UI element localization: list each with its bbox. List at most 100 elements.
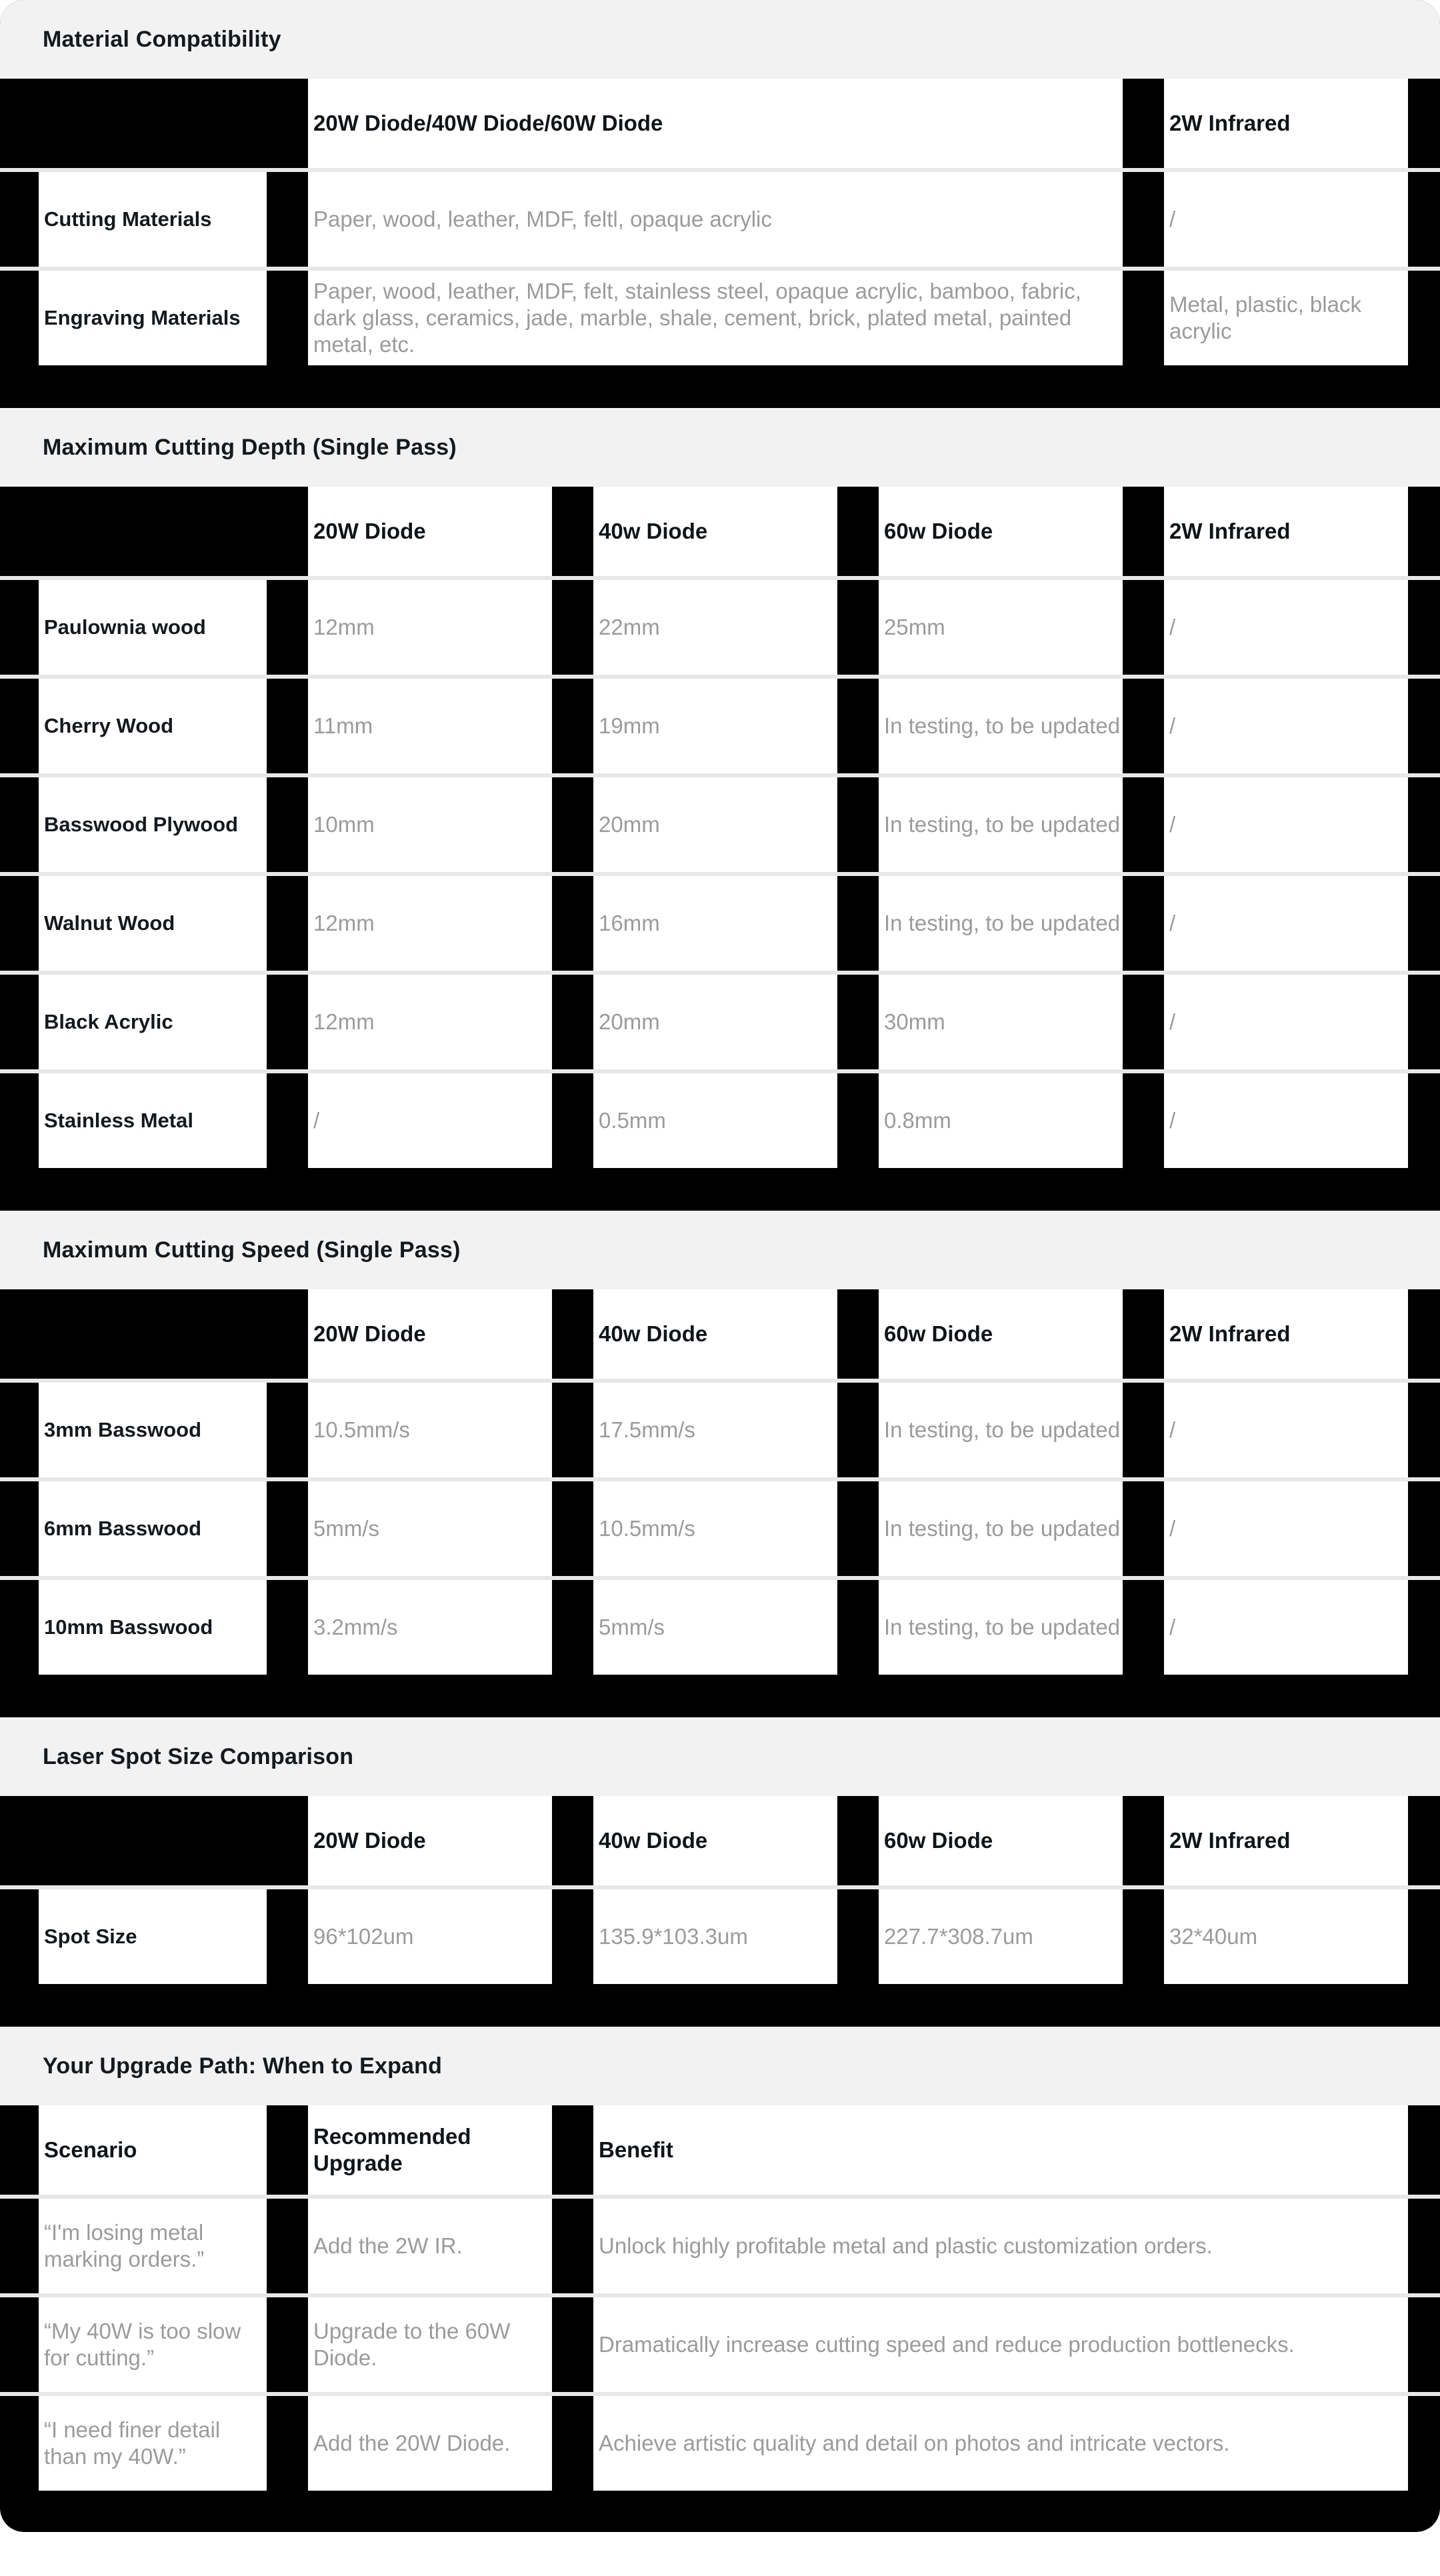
upgrade-path-table: Scenario Recommended Upgrade Benefit “I'… bbox=[0, 2105, 1440, 2491]
table-header-row: 20W Diode 40w Diode 60w Diode 2W Infrare… bbox=[0, 487, 1440, 576]
header-cell: 40w Diode bbox=[593, 487, 837, 576]
value-cell: Add the 20W Diode. bbox=[308, 2396, 552, 2491]
section-header-band: Your Upgrade Path: When to Expand bbox=[0, 2027, 1440, 2105]
table-header-row: Scenario Recommended Upgrade Benefit bbox=[0, 2105, 1440, 2195]
value-cell: / bbox=[1164, 777, 1408, 872]
header-cell: 20W Diode/40W Diode/60W Diode bbox=[308, 79, 1123, 168]
value-cell: 30mm bbox=[879, 975, 1123, 1069]
section-title: Your Upgrade Path: When to Expand bbox=[43, 2053, 443, 2079]
row-separator bbox=[0, 267, 1440, 271]
value-cell: / bbox=[308, 1073, 552, 1168]
row-label-cell: Paulownia wood bbox=[39, 580, 267, 675]
cutting-depth-table: 20W Diode 40w Diode 60w Diode 2W Infrare… bbox=[0, 487, 1440, 1168]
material-compatibility-table: 20W Diode/40W Diode/60W Diode 2W Infrare… bbox=[0, 79, 1440, 365]
header-corner-cell bbox=[39, 79, 267, 168]
table-row: Stainless Metal / 0.5mm 0.8mm / bbox=[0, 1073, 1440, 1168]
value-cell: In testing, to be updated bbox=[879, 1481, 1123, 1576]
value-cell: 17.5mm/s bbox=[593, 1383, 837, 1477]
value-cell: Achieve artistic quality and detail on p… bbox=[593, 2396, 1408, 2491]
table-row: Spot Size 96*102um 135.9*103.3um 227.7*3… bbox=[0, 1889, 1440, 1984]
value-cell: 12mm bbox=[308, 876, 552, 971]
header-cell: 40w Diode bbox=[593, 1289, 837, 1379]
value-cell: / bbox=[1164, 1073, 1408, 1168]
section-title: Maximum Cutting Depth (Single Pass) bbox=[43, 434, 457, 460]
header-cell: 20W Diode bbox=[308, 1796, 552, 1885]
value-cell: 16mm bbox=[593, 876, 837, 971]
row-separator bbox=[0, 773, 1440, 777]
value-cell: / bbox=[1164, 580, 1408, 675]
table-row: 6mm Basswood 5mm/s 10.5mm/s In testing, … bbox=[0, 1481, 1440, 1576]
table-row: Walnut Wood 12mm 16mm In testing, to be … bbox=[0, 876, 1440, 971]
row-separator bbox=[0, 168, 1440, 172]
header-cell: 60w Diode bbox=[879, 487, 1123, 576]
scenario-cell: “My 40W is too slow for cutting.” bbox=[39, 2297, 267, 2392]
header-corner-cell bbox=[39, 487, 267, 576]
section-title: Maximum Cutting Speed (Single Pass) bbox=[43, 1237, 461, 1263]
value-cell: / bbox=[1164, 172, 1408, 267]
value-cell: 20mm bbox=[593, 975, 837, 1069]
row-label-cell: Cutting Materials bbox=[39, 172, 267, 267]
section-header-band: Laser Spot Size Comparison bbox=[0, 1717, 1440, 1796]
value-cell: In testing, to be updated bbox=[879, 876, 1123, 971]
value-cell: / bbox=[1164, 1580, 1408, 1675]
header-cell: 20W Diode bbox=[308, 487, 552, 576]
value-cell: 32*40um bbox=[1164, 1889, 1408, 1984]
value-cell: 135.9*103.3um bbox=[593, 1889, 837, 1984]
header-cell: 2W Infrared bbox=[1164, 1289, 1408, 1379]
value-cell: 20mm bbox=[593, 777, 837, 872]
value-cell: / bbox=[1164, 1481, 1408, 1576]
value-cell: Metal, plastic, black acrylic bbox=[1164, 271, 1408, 365]
row-label-cell: 6mm Basswood bbox=[39, 1481, 267, 1576]
value-cell: 3.2mm/s bbox=[308, 1580, 552, 1675]
section-title: Material Compatibility bbox=[43, 26, 281, 52]
section-header-band: Maximum Cutting Speed (Single Pass) bbox=[0, 1211, 1440, 1289]
section-title: Laser Spot Size Comparison bbox=[43, 1743, 354, 1769]
header-cell: 20W Diode bbox=[308, 1289, 552, 1379]
scenario-cell: “I need finer detail than my 40W.” bbox=[39, 2396, 267, 2491]
value-cell: / bbox=[1164, 1383, 1408, 1477]
value-cell: 22mm bbox=[593, 580, 837, 675]
section-cutting-depth: Maximum Cutting Depth (Single Pass) 20W … bbox=[0, 408, 1440, 1168]
table-header-row: 20W Diode 40w Diode 60w Diode 2W Infrare… bbox=[0, 1289, 1440, 1379]
row-label-cell: Basswood Plywood bbox=[39, 777, 267, 872]
row-label-cell: Engraving Materials bbox=[39, 271, 267, 365]
value-cell: 19mm bbox=[593, 679, 837, 773]
row-label-cell: Black Acrylic bbox=[39, 975, 267, 1069]
header-corner-cell bbox=[39, 1796, 267, 1885]
value-cell: Unlock highly profitable metal and plast… bbox=[593, 2199, 1408, 2293]
row-label-cell: Spot Size bbox=[39, 1889, 267, 1984]
value-cell: 227.7*308.7um bbox=[879, 1889, 1123, 1984]
value-cell: / bbox=[1164, 975, 1408, 1069]
value-cell: Paper, wood, leather, MDF, feltl, opaque… bbox=[308, 172, 1123, 267]
value-cell: / bbox=[1164, 679, 1408, 773]
value-cell: 10.5mm/s bbox=[593, 1481, 837, 1576]
row-separator bbox=[0, 675, 1440, 679]
section-upgrade-path: Your Upgrade Path: When to Expand Scenar… bbox=[0, 2027, 1440, 2491]
cutting-speed-table: 20W Diode 40w Diode 60w Diode 2W Infrare… bbox=[0, 1289, 1440, 1675]
header-cell: 40w Diode bbox=[593, 1796, 837, 1885]
table-row: Black Acrylic 12mm 20mm 30mm / bbox=[0, 975, 1440, 1069]
section-material-compatibility: Material Compatibility 20W Diode/40W Dio… bbox=[0, 0, 1440, 365]
row-separator bbox=[0, 2293, 1440, 2297]
value-cell: 10mm bbox=[308, 777, 552, 872]
value-cell: 5mm/s bbox=[593, 1580, 837, 1675]
value-cell: Dramatically increase cutting speed and … bbox=[593, 2297, 1408, 2392]
value-cell: In testing, to be updated bbox=[879, 1383, 1123, 1477]
table-header-row: 20W Diode 40w Diode 60w Diode 2W Infrare… bbox=[0, 1796, 1440, 1885]
section-cutting-speed: Maximum Cutting Speed (Single Pass) 20W … bbox=[0, 1211, 1440, 1675]
value-cell: In testing, to be updated bbox=[879, 1580, 1123, 1675]
table-row: “I need finer detail than my 40W.” Add t… bbox=[0, 2396, 1440, 2491]
row-label-cell: 3mm Basswood bbox=[39, 1383, 267, 1477]
scenario-cell: “I'm losing metal marking orders.” bbox=[39, 2199, 267, 2293]
row-separator bbox=[0, 1576, 1440, 1580]
value-cell: Add the 2W IR. bbox=[308, 2199, 552, 2293]
header-cell: Scenario bbox=[39, 2105, 267, 2195]
value-cell: 96*102um bbox=[308, 1889, 552, 1984]
value-cell: In testing, to be updated bbox=[879, 679, 1123, 773]
header-cell: 2W Infrared bbox=[1164, 487, 1408, 576]
header-cell: 60w Diode bbox=[879, 1796, 1123, 1885]
header-cell: 2W Infrared bbox=[1164, 1796, 1408, 1885]
row-separator bbox=[0, 1379, 1440, 1383]
header-cell: Benefit bbox=[593, 2105, 1408, 2195]
